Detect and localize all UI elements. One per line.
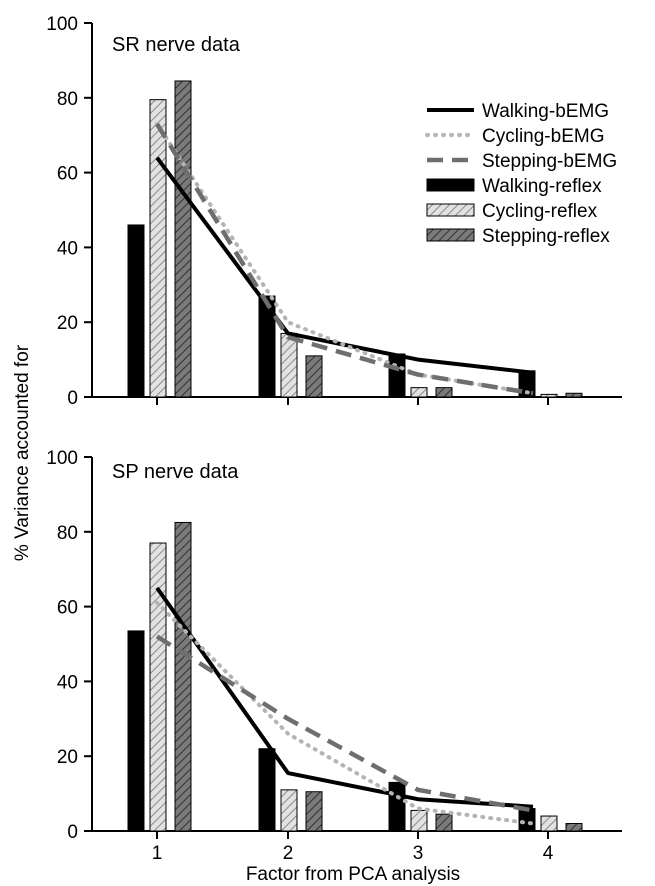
y-tick-label: 60: [57, 598, 78, 619]
bar-stepping-reflex: [305, 355, 323, 398]
bar-stepping-reflex: [435, 387, 453, 398]
bar-walking-reflex: [258, 295, 276, 398]
bar-stepping-reflex: [565, 823, 583, 832]
x-tick-label: 1: [152, 843, 163, 864]
sr-nerve-panel: SR nerve data 0 20 40 60 80 100: [46, 14, 622, 409]
legend-swatch: [426, 203, 475, 217]
panel-title-sp: SP nerve data: [112, 461, 239, 483]
bar-walking-reflex: [518, 808, 536, 832]
legend-item-walking-reflex: Walking-reflex: [426, 176, 602, 197]
bar-cycling-reflex: [540, 815, 558, 832]
legend-label: Cycling-bEMG: [482, 126, 604, 147]
bar-cycling-reflex: [149, 542, 167, 832]
y-tick-label: 20: [57, 747, 78, 768]
line-cycling-bemg: [155, 121, 535, 396]
line-walking-bemg: [155, 586, 534, 809]
legend-label: Stepping-bEMG: [482, 151, 617, 172]
y-axis-label: % Variance accounted for: [12, 344, 33, 561]
bar-walking-reflex: [127, 224, 145, 398]
legend-item-stepping-bemg: Stepping-bEMG: [427, 151, 617, 172]
legend-swatch: [426, 178, 475, 192]
legend-item-stepping-reflex: Stepping-reflex: [426, 226, 610, 247]
legend-label: Walking-bEMG: [482, 101, 609, 122]
y-tick-label: 60: [57, 164, 78, 185]
y-tick-label: 0: [67, 388, 78, 409]
x-tick-label: 3: [413, 843, 424, 864]
bar-stepping-reflex: [174, 521, 192, 832]
line-stepping-bemg: [155, 122, 534, 396]
bar-cycling-reflex: [410, 387, 428, 398]
y-tick-label: 80: [57, 89, 78, 110]
bar-cycling-reflex: [540, 393, 558, 398]
y-tick-label: 20: [57, 313, 78, 334]
legend-item-walking-bemg: Walking-bEMG: [427, 101, 609, 122]
bar-walking-reflex: [127, 630, 145, 832]
x-axis-label: Factor from PCA analysis: [246, 864, 460, 885]
y-tick-label: 0: [67, 822, 78, 843]
y-tick-label: 40: [57, 672, 78, 693]
panel-title-sr: SR nerve data: [112, 34, 241, 56]
x-tick-label: 2: [283, 843, 294, 864]
legend-label: Stepping-reflex: [482, 226, 610, 247]
line-stepping-bemg: [155, 634, 534, 813]
legend-label: Cycling-reflex: [482, 201, 598, 222]
legend: Walking-bEMG Cycling-bEMG Stepping-bEMG Wal…: [425, 101, 617, 247]
y-tick-label: 80: [57, 523, 78, 544]
bar-cycling-reflex: [149, 99, 167, 398]
x-tick-label: 4: [543, 843, 554, 864]
bar-cycling-reflex: [280, 332, 298, 398]
bar-walking-reflex: [388, 781, 406, 832]
legend-item-cycling-reflex: Cycling-reflex: [426, 201, 598, 222]
bar-stepping-reflex: [305, 791, 323, 832]
legend-label: Walking-reflex: [482, 176, 602, 197]
bar-walking-reflex: [258, 748, 276, 832]
line-cycling-bemg: [155, 600, 535, 826]
y-tick-label: 100: [46, 448, 78, 469]
legend-item-cycling-bemg: Cycling-bEMG: [425, 126, 604, 147]
bar-cycling-reflex: [280, 789, 298, 832]
bar-walking-reflex: [388, 353, 406, 398]
line-walking-bemg: [155, 156, 534, 375]
y-tick-label: 40: [57, 238, 78, 259]
bar-stepping-reflex: [565, 392, 583, 398]
bar-stepping-reflex: [174, 80, 192, 398]
bar-stepping-reflex: [435, 813, 453, 832]
legend-swatch: [426, 228, 475, 242]
y-tick-label: 100: [46, 14, 78, 35]
bar-cycling-reflex: [410, 809, 428, 832]
sp-nerve-panel: SP nerve data 0 20 40 60 80 100 1 2 3 4: [46, 448, 622, 864]
